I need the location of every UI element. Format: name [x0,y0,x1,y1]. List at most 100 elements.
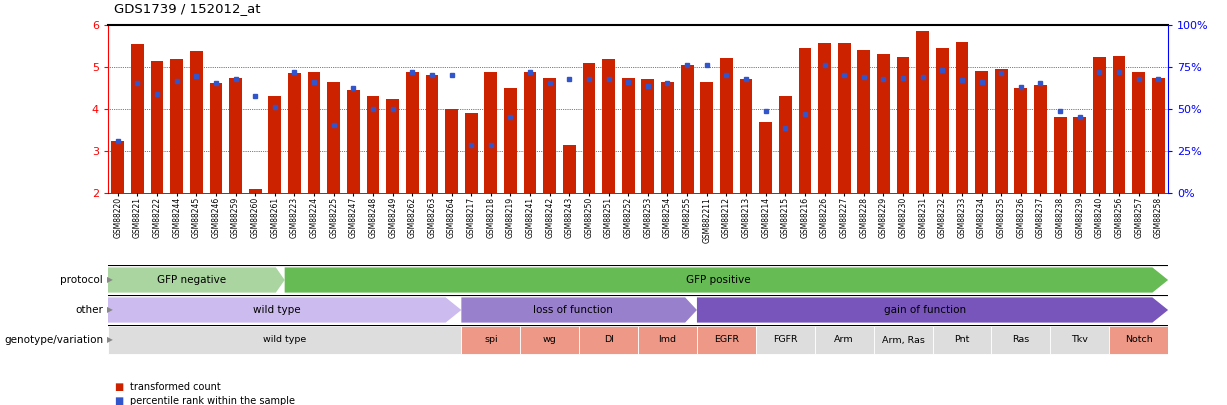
Text: ■: ■ [114,382,124,392]
Bar [210,83,222,277]
Text: Pnt: Pnt [955,335,969,345]
Bar [112,141,124,277]
Text: transformed count: transformed count [130,382,221,392]
Polygon shape [285,267,1168,292]
Text: ■: ■ [114,396,124,405]
Bar [308,72,320,277]
Bar [799,48,811,277]
Bar [661,82,674,277]
Text: percentile rank within the sample: percentile rank within the sample [130,396,294,405]
Bar [108,326,461,354]
Text: loss of function: loss of function [534,305,614,315]
Bar [1074,117,1086,277]
Text: other: other [75,305,103,315]
Text: spi: spi [483,335,498,345]
Bar [933,326,991,354]
Bar [760,122,772,277]
Bar [269,96,281,277]
Bar [838,43,850,277]
Bar [1093,57,1106,277]
Text: Arm: Arm [834,335,854,345]
Bar [818,43,831,277]
Text: Ras: Ras [1012,335,1029,345]
Bar [387,98,399,277]
Bar [991,326,1050,354]
Bar [504,88,517,277]
Bar [995,69,1007,277]
Bar [249,189,261,277]
Text: ▶: ▶ [107,275,113,284]
Bar [877,54,890,277]
Text: Dl: Dl [604,335,614,345]
Text: wg: wg [542,335,557,345]
Bar [701,82,713,277]
Polygon shape [108,267,285,292]
Text: wild type: wild type [253,305,301,315]
Text: GFP positive: GFP positive [686,275,751,285]
Bar [740,79,752,277]
Bar [347,90,360,277]
Bar [465,113,477,277]
Bar [171,59,183,277]
Text: EGFR: EGFR [714,335,739,345]
Bar [485,72,497,277]
Bar [1054,117,1066,277]
Text: GDS1739 / 152012_at: GDS1739 / 152012_at [114,2,260,15]
Bar [975,71,988,277]
Bar [583,63,595,277]
Text: Notch: Notch [1125,335,1152,345]
Text: Tkv: Tkv [1071,335,1088,345]
Text: ▶: ▶ [107,305,113,315]
Bar [720,58,733,277]
Bar [1133,72,1145,277]
Polygon shape [461,297,697,323]
Text: Arm, Ras: Arm, Ras [882,335,924,345]
Bar [756,326,815,354]
Bar [229,77,242,277]
Bar [461,326,520,354]
Bar [1015,88,1027,277]
Text: Imd: Imd [659,335,676,345]
Text: protocol: protocol [60,275,103,285]
Bar [956,42,968,277]
Bar [288,73,301,277]
Bar [445,109,458,277]
Bar [779,96,791,277]
Bar [815,326,874,354]
Bar [426,75,438,277]
Bar [524,72,536,277]
Text: wild type: wild type [263,335,307,345]
Bar [622,77,634,277]
Bar [544,77,556,277]
Bar [936,48,948,277]
Text: genotype/variation: genotype/variation [4,335,103,345]
Bar [1109,326,1168,354]
Bar [642,79,654,277]
Bar [579,326,638,354]
Bar [328,82,340,277]
Bar [367,96,379,277]
Bar [917,31,929,277]
Text: FGFR: FGFR [773,335,798,345]
Bar [697,326,756,354]
Bar [190,51,202,277]
Bar [1050,326,1109,354]
Bar [1034,85,1047,277]
Polygon shape [108,297,461,323]
Text: ▶: ▶ [107,335,113,345]
Text: GFP negative: GFP negative [157,275,227,285]
Bar [131,44,144,277]
Bar [520,326,579,354]
Bar [858,50,870,277]
Bar [897,57,909,277]
Bar [1113,55,1125,277]
Bar [638,326,697,354]
Bar [406,72,418,277]
Bar [681,65,693,277]
Bar [874,326,933,354]
Bar [151,61,163,277]
Text: gain of function: gain of function [883,305,966,315]
Polygon shape [697,297,1168,323]
Bar [602,59,615,277]
Bar [1152,77,1164,277]
